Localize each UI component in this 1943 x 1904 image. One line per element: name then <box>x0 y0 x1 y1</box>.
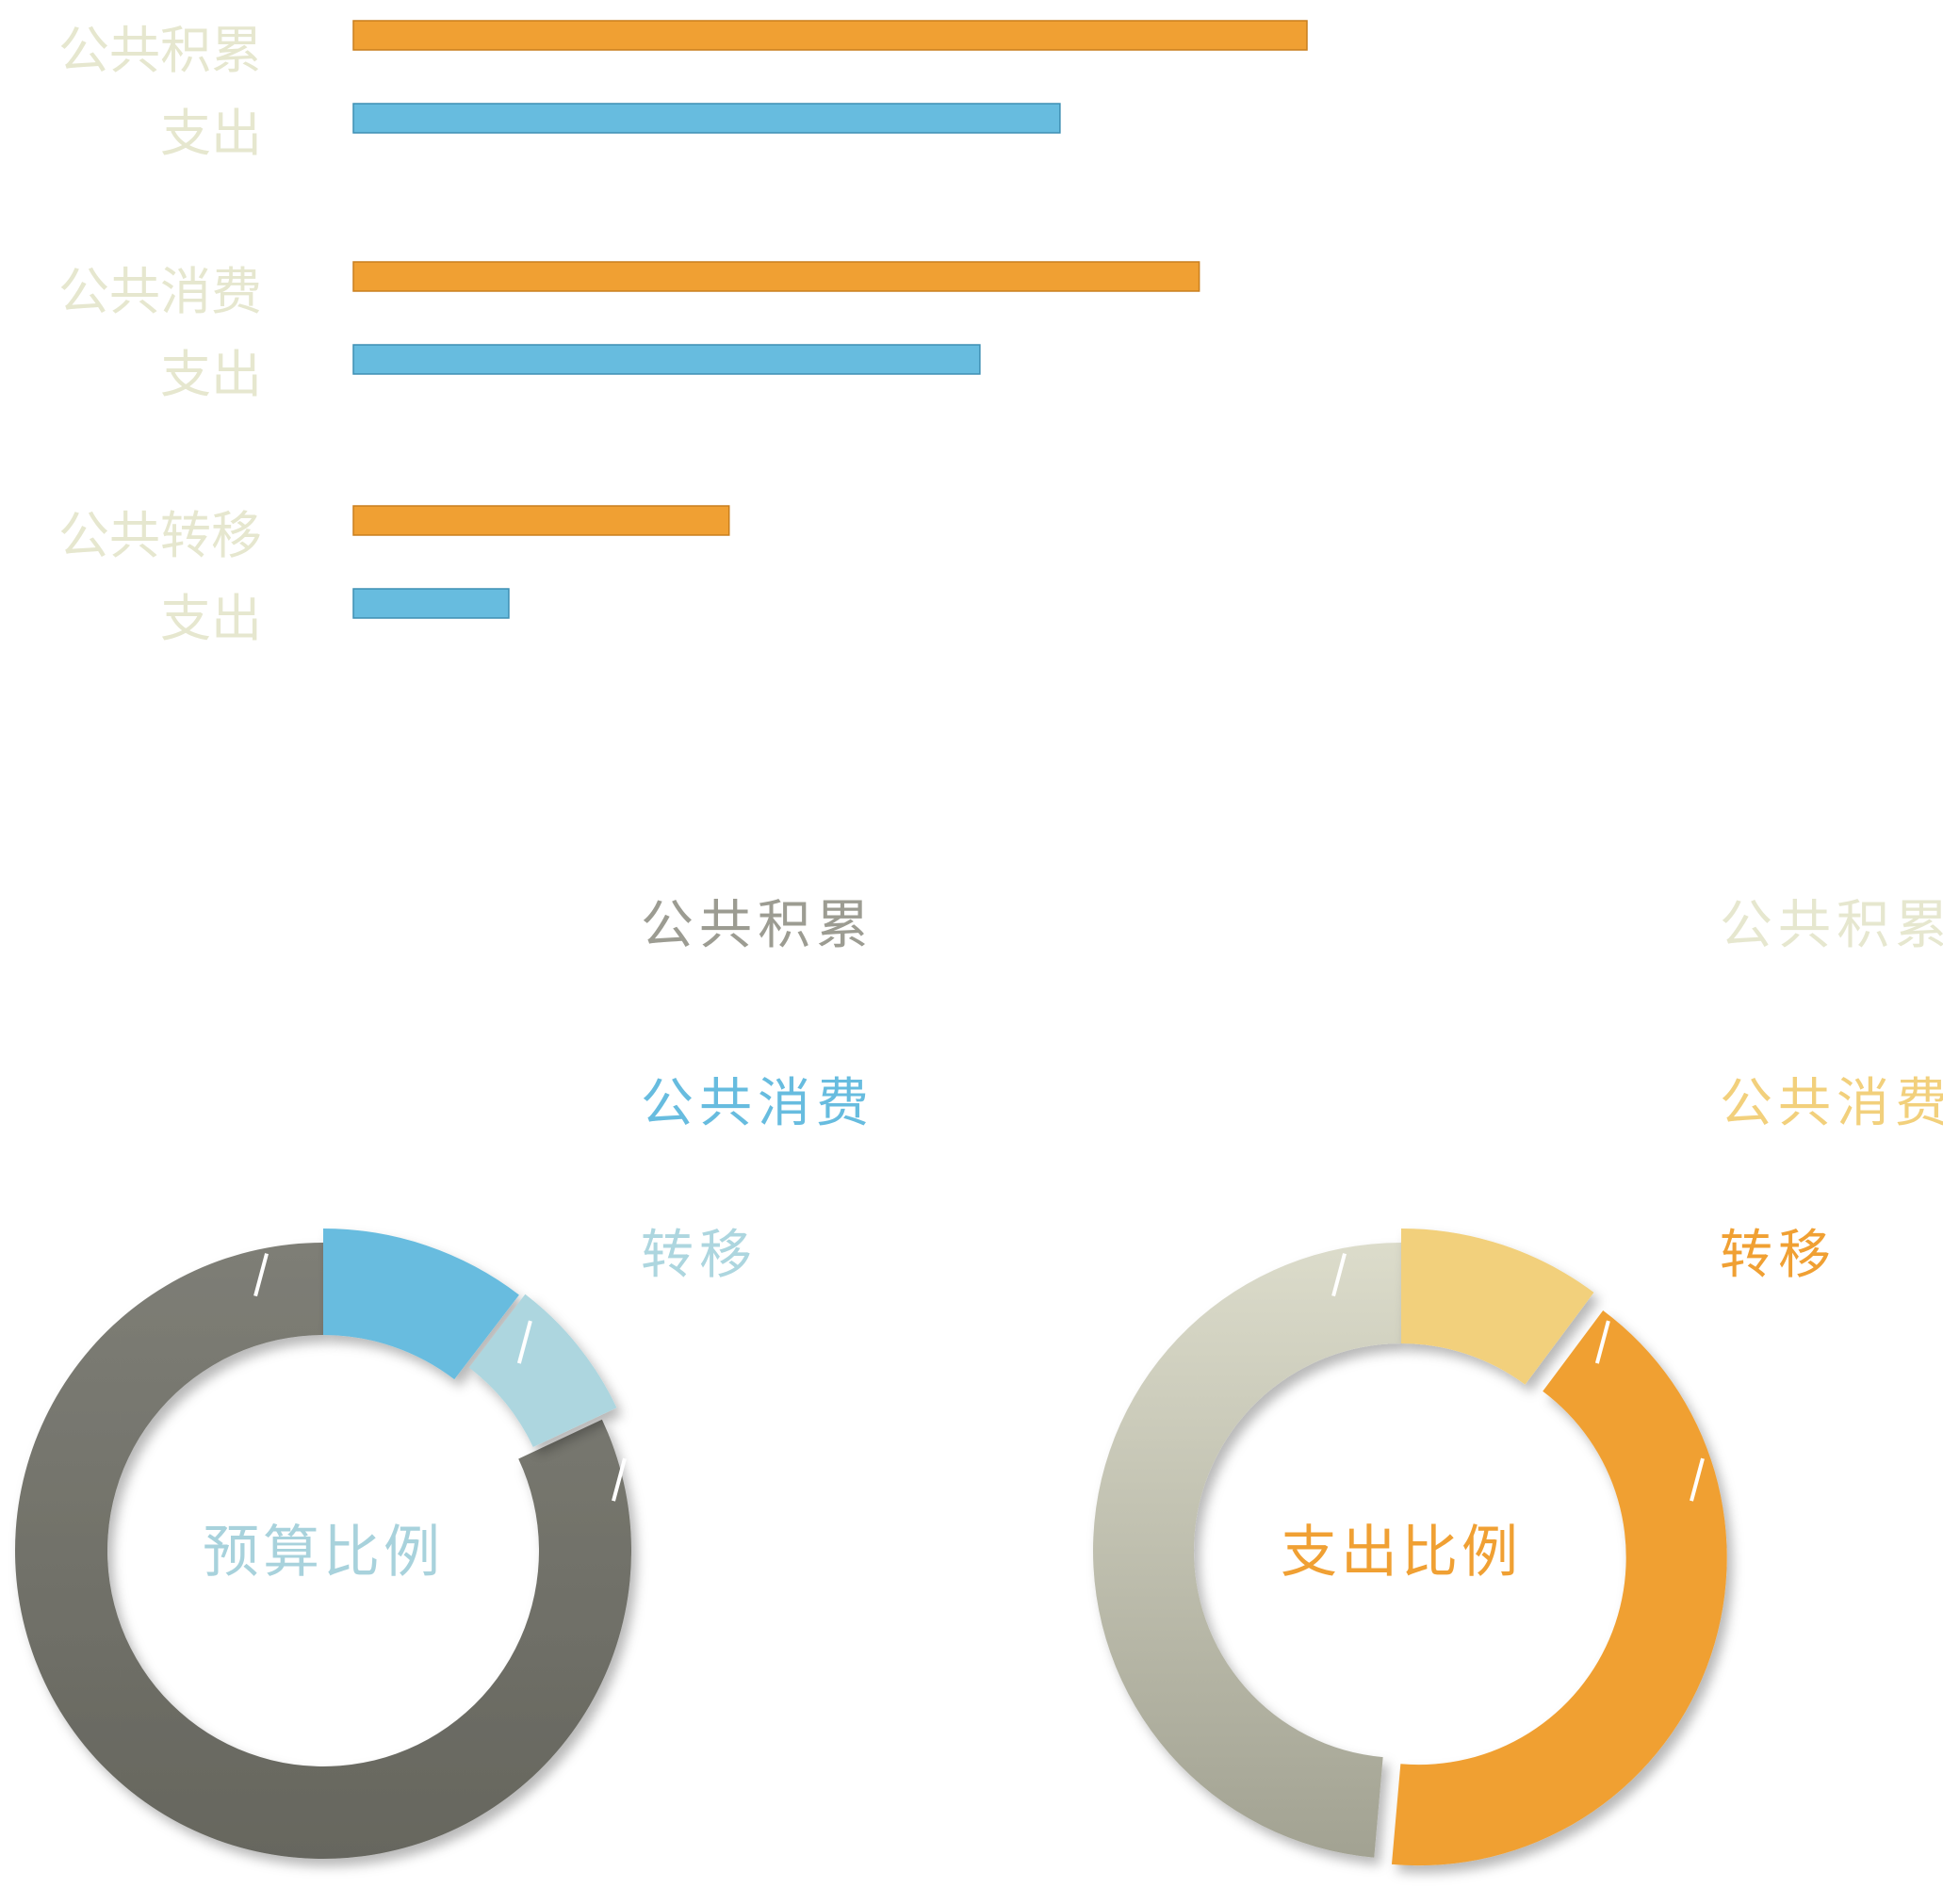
donut-slice-1 <box>1401 1229 1594 1385</box>
donut-tick <box>253 1253 269 1297</box>
bar-category-sublabel: 支出 <box>160 589 262 648</box>
donut-slice-2 <box>1391 1310 1727 1866</box>
bar-blue-1 <box>352 344 981 375</box>
legend-item-2: 转移 <box>1720 1225 1837 1286</box>
donut-tick <box>612 1457 627 1502</box>
legend-item-1: 公共消费 <box>641 1073 874 1134</box>
donut-slice-1 <box>323 1229 519 1380</box>
bar-category-sublabel: 支出 <box>160 345 262 404</box>
donut-center-label: 支出比例 <box>1281 1520 1522 1586</box>
donut-slice-2 <box>468 1294 617 1447</box>
bar-orange-1 <box>352 261 1200 292</box>
bar-blue-2 <box>352 588 510 619</box>
bar-category-label: 公共消费 <box>58 262 262 321</box>
bar-orange-0 <box>352 20 1308 51</box>
legend-item-1: 公共消费 <box>1720 1073 1943 1134</box>
donut-tick <box>1331 1253 1347 1297</box>
legend-item-2: 转移 <box>641 1225 758 1286</box>
bar-category-label: 公共积累 <box>58 21 262 80</box>
bar-category-sublabel: 支出 <box>160 104 262 163</box>
donut-tick <box>516 1320 532 1364</box>
donut-tick <box>1690 1457 1705 1502</box>
donut-tick <box>1594 1320 1610 1364</box>
donut-slice-0 <box>15 1243 631 1860</box>
legend-item-0: 公共积累 <box>1720 895 1943 956</box>
donut-center-label: 预算比例 <box>203 1520 444 1586</box>
bar-category-label: 公共转移 <box>58 506 262 565</box>
donut-slice-0 <box>1092 1243 1401 1858</box>
bar-orange-2 <box>352 505 730 536</box>
bar-blue-0 <box>352 103 1061 134</box>
legend-item-0: 公共积累 <box>641 895 874 956</box>
